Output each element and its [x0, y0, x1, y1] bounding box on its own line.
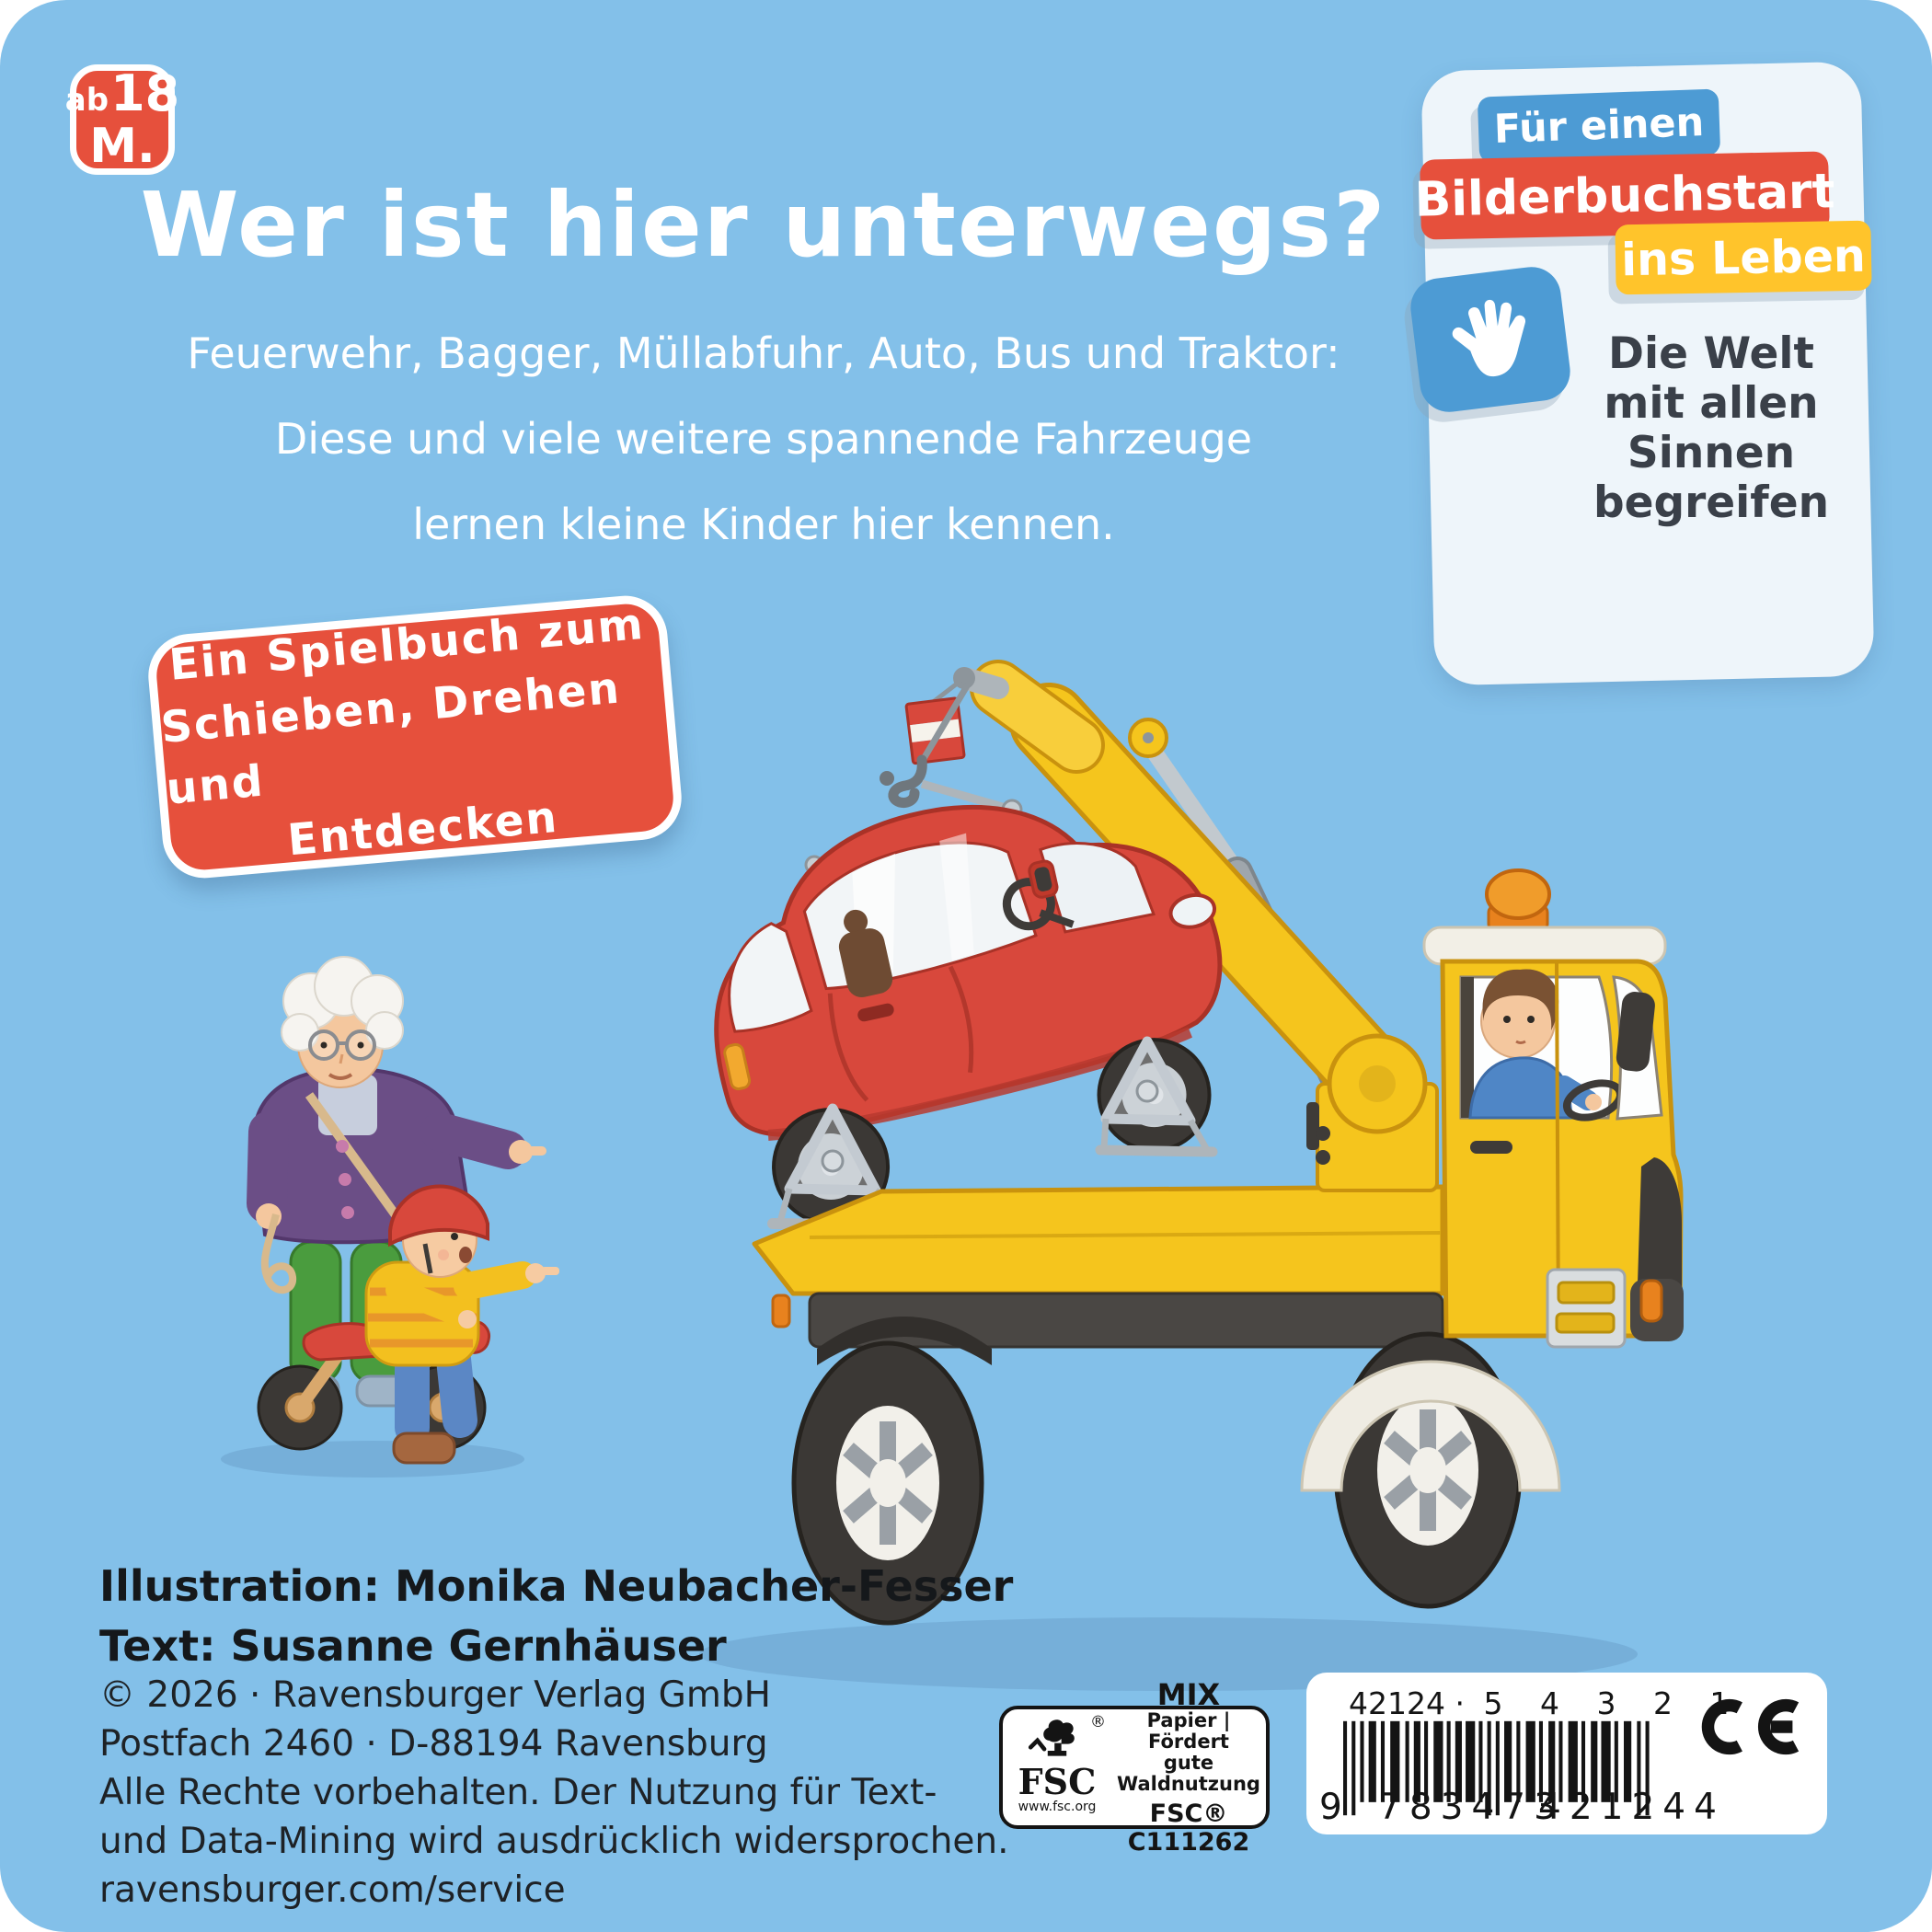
hand-tile [1407, 263, 1574, 416]
tagline-line: mit allen [1604, 378, 1819, 429]
play-book-badge: Ein Spielbuch zum Schieben, Drehen und E… [144, 592, 685, 882]
intro-text: Feuerwehr, Bagger, Müllabfuhr, Auto, Bus… [120, 311, 1408, 568]
imprint-line: und Data-Mining wird ausdrücklich widers… [99, 1821, 1009, 1862]
separator-dot: · [1455, 1685, 1465, 1721]
fsc-name: FSC [1018, 1761, 1097, 1802]
page-title: Wer ist hier unterwegs? [140, 173, 1387, 277]
barcode-top-text: 42124 · 5 4 3 2 1 [1349, 1685, 1742, 1721]
imprint-line: ravensburger.com/service [99, 1869, 566, 1911]
credit-illustration: Illustration: Monika Neubacher-Fesser [99, 1561, 1014, 1611]
fsc-grade: MIX [1156, 1676, 1221, 1712]
fsc-tree-icon [1028, 1719, 1075, 1756]
panel-badge-fuer-einen: Für einen [1477, 88, 1721, 164]
tagline-line: begreifen [1593, 477, 1830, 528]
fsc-logo: ® FSC www.fsc.org [1003, 1709, 1111, 1825]
intro-line: lernen kleine Kinder hier kennen. [412, 500, 1115, 549]
fsc-label: ® FSC www.fsc.org MIX Papier | Fördert g… [999, 1679, 1270, 1857]
order-number: 42124 [1349, 1685, 1445, 1721]
ce-mark: CE [1696, 1695, 1812, 1763]
imprint-line: © 2026 · Ravensburger Verlag GmbH [99, 1674, 771, 1716]
tagline-line: Sinnen [1627, 428, 1796, 478]
barcode-label: 42124 · 5 4 3 2 1 [1306, 1673, 1827, 1834]
age-badge: ab 18 M. [65, 64, 179, 175]
ce-icon [1701, 1698, 1800, 1755]
age-badge-prefix: ab [64, 82, 109, 119]
fsc-license: FSC® C111262 [1127, 1799, 1250, 1857]
imprint-line: Alle Rechte vorbehalten. Der Nutzung für… [99, 1772, 937, 1813]
intro-line: Diese und viele weitere spannende Fahrze… [274, 414, 1253, 464]
intro-line: Feuerwehr, Bagger, Müllabfuhr, Auto, Bus… [187, 328, 1340, 378]
panel-tagline: Die Welt mit allen Sinnen begreifen [1559, 329, 1863, 528]
age-badge-suffix: M. [89, 119, 155, 174]
credit-text: Text: Susanne Gernhäuser [99, 1621, 727, 1671]
fsc-desc-line: gute Waldnutzung [1117, 1751, 1260, 1795]
imprint-line: Postfach 2460 · D-88194 Ravensburg [99, 1723, 768, 1765]
fsc-url: www.fsc.org [1018, 1800, 1097, 1814]
fsc-desc-line: Papier | Fördert [1146, 1708, 1231, 1753]
isbn-group2: 421244 [1538, 1787, 1725, 1828]
registered-mark: ® [1090, 1713, 1106, 1731]
credits: Illustration: Monika Neubacher-Fesser Te… [99, 1557, 1013, 1676]
age-badge-number: 18 [110, 64, 180, 122]
isbn-group1: 783473 [1378, 1787, 1565, 1828]
panel-badge-ins-leben: ins Leben [1615, 220, 1872, 295]
barcode-bars [1343, 1720, 1650, 1816]
hand-icon [1452, 299, 1526, 377]
edition-numbers: 5 4 3 2 1 [1483, 1685, 1743, 1721]
isbn-prefix: 9 [1319, 1787, 1342, 1828]
imprint: © 2026 · Ravensburger Verlag GmbH Postfa… [99, 1671, 1009, 1915]
tagline-line: Die Welt [1608, 328, 1814, 379]
